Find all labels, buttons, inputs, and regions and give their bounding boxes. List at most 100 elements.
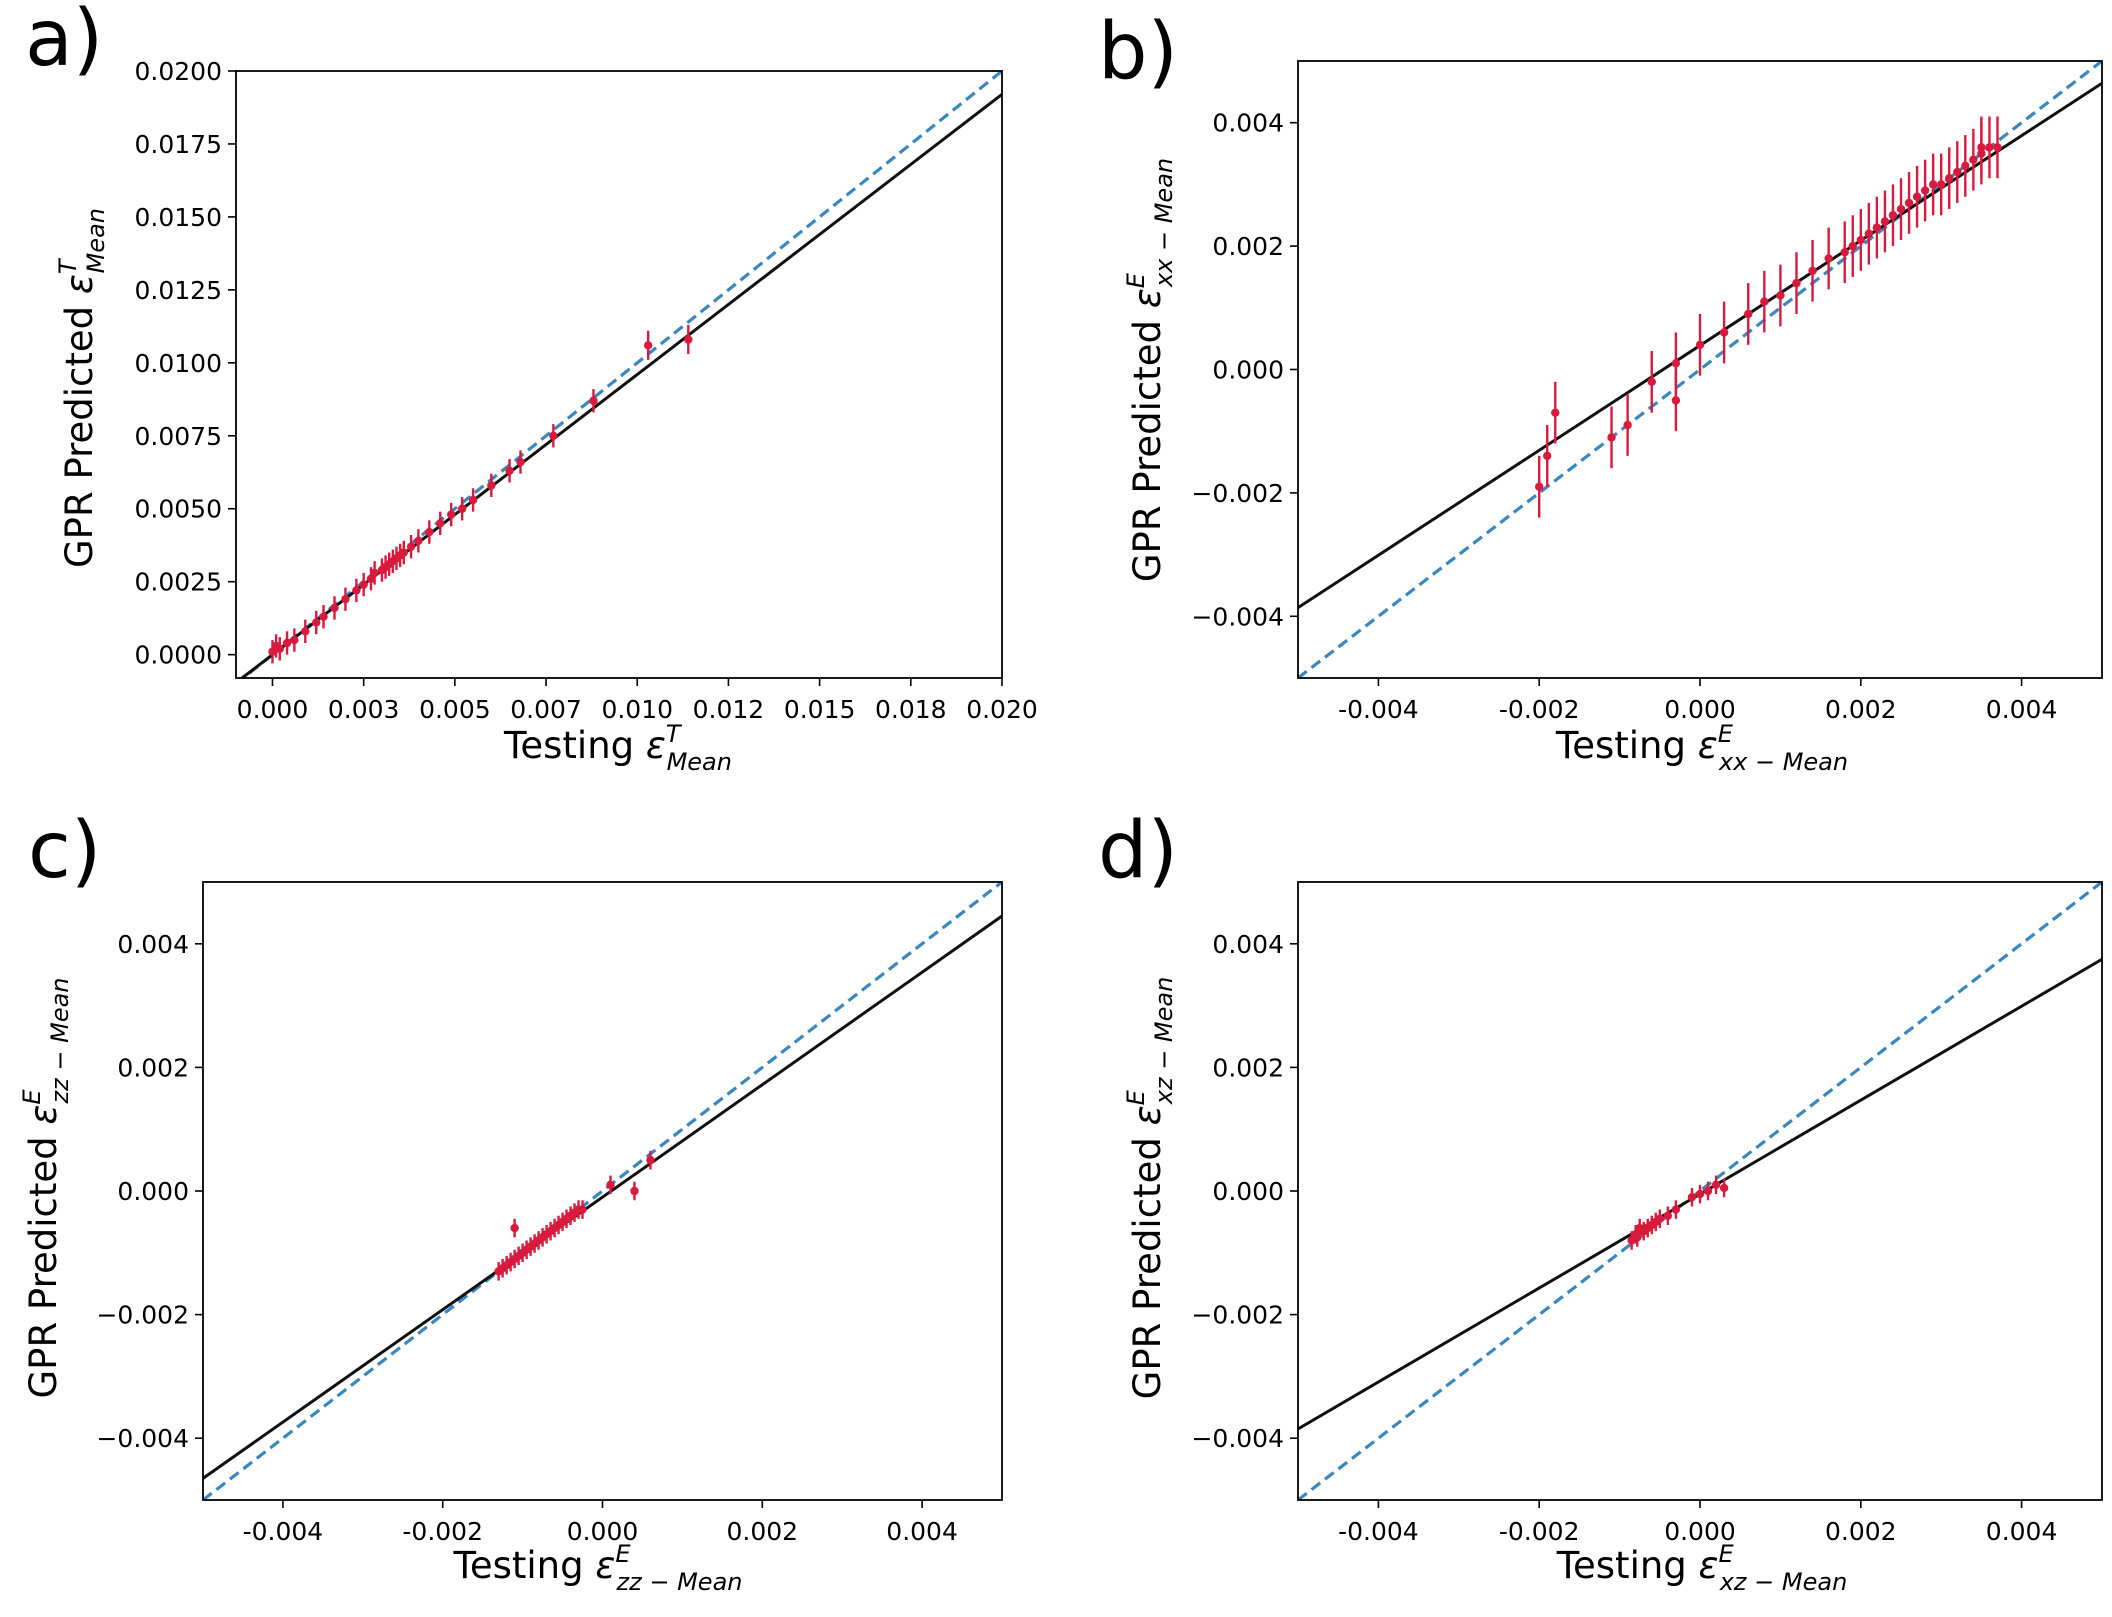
data-point-d <box>1655 1209 1665 1229</box>
point-marker-b <box>1888 211 1898 220</box>
identity-line-c <box>203 882 1002 1500</box>
data-point-b <box>1824 227 1833 290</box>
point-marker-a <box>414 536 423 546</box>
point-marker-a <box>436 519 445 528</box>
data-point-b <box>1695 313 1705 376</box>
point-marker-d <box>1671 1205 1681 1214</box>
plot-area-d: -0.004 -0.002 0.000 0.002 0.004 −0.004 −0.002 0… <box>1191 881 2103 1546</box>
x-tick-label-d: 0.002 <box>1825 1517 1897 1546</box>
point-marker-c <box>646 1155 655 1165</box>
y-tick-label-b: −0.002 <box>1191 479 1284 508</box>
y-axis-label-a: GPR Predicted εTMean <box>54 208 110 568</box>
x-tick-label-a: 0.010 <box>601 695 673 724</box>
data-point-b <box>1776 264 1785 327</box>
data-point-a <box>290 628 299 652</box>
point-marker-a <box>447 510 456 519</box>
data-point-b <box>1920 159 1930 222</box>
x-tick-label-a: 0.000 <box>237 695 309 724</box>
point-marker-b <box>1880 217 1890 226</box>
data-point-b <box>1912 165 1922 228</box>
data-point-b <box>1864 202 1874 265</box>
data-point-b <box>1808 239 1817 302</box>
fit-line-a <box>239 93 1002 678</box>
point-marker-b <box>1744 309 1753 319</box>
data-point-d <box>1663 1206 1673 1225</box>
x-axis-label-a: Testing εT Mean <box>503 720 732 776</box>
point-marker-a <box>589 396 598 405</box>
data-point-b <box>1945 147 1954 210</box>
x-axis-label-c: Testing εE zz − Mean <box>453 1540 743 1596</box>
data-point-b <box>1985 116 1994 179</box>
point-marker-a <box>330 603 339 613</box>
data-point-a <box>370 561 379 585</box>
data-point-b <box>1671 369 1681 432</box>
point-marker-b <box>1953 167 1962 177</box>
y-tick-label-a: 0.0075 <box>135 422 222 451</box>
data-point-a <box>414 529 423 553</box>
y-tick-label-c: 0.002 <box>117 1053 189 1082</box>
panel-c: c) -0.004 -0.002 0.000 0.002 0.004 −0.004 −0.0… <box>18 806 1003 1596</box>
point-marker-b <box>1937 180 1946 189</box>
point-marker-a <box>425 527 434 537</box>
data-point-b <box>1848 215 1857 277</box>
x-tick-label-d: 0.000 <box>1664 1517 1736 1546</box>
data-point-b <box>1840 221 1849 284</box>
panel-label-c: c) <box>28 806 101 896</box>
point-marker-b <box>1928 180 1938 189</box>
point-marker-a <box>468 495 478 505</box>
y-tick-label-a: 0.0175 <box>135 130 222 159</box>
point-marker-b <box>1535 482 1544 491</box>
point-marker-a <box>319 612 328 621</box>
data-point-a <box>643 330 653 360</box>
data-point-a <box>330 596 339 620</box>
point-marker-b <box>1864 229 1874 238</box>
data-point-b <box>1760 270 1769 333</box>
plot-area-b: -0.004 -0.002 0.000 0.002 0.004 −0.004 −0.002 0… <box>1191 60 2103 724</box>
data-point-d <box>1695 1184 1705 1204</box>
plot-area-a: 0.000 0.003 0.005 0.007 0.010 0.012 0.015 0.018… <box>135 57 1038 724</box>
data-point-a <box>301 619 310 643</box>
identity-line-a <box>240 71 1002 678</box>
y-tick-label-a: 0.0150 <box>135 203 222 232</box>
point-marker-d <box>1719 1183 1729 1193</box>
data-point-b <box>1896 178 1906 240</box>
data-point-c <box>630 1181 639 1201</box>
data-point-a <box>341 587 350 611</box>
data-point-a <box>352 578 361 603</box>
point-marker-b <box>1808 266 1817 275</box>
data-point-d <box>1687 1187 1697 1207</box>
point-marker-d <box>1695 1189 1705 1199</box>
point-marker-d <box>1711 1180 1721 1190</box>
point-marker-a <box>505 466 514 476</box>
panel-label-d: d) <box>1098 806 1178 896</box>
x-tick-label-c: -0.004 <box>243 1517 324 1546</box>
fit-line-c <box>203 914 1002 1480</box>
y-tick-label-c: −0.004 <box>96 1424 189 1453</box>
x-tick-label-a: 0.005 <box>419 695 491 724</box>
panel-b: b) -0.004 -0.002 0.000 0.002 0.004 −0.004 −0.0… <box>1098 7 2103 776</box>
point-marker-b <box>1912 192 1922 201</box>
data-point-a <box>487 473 496 498</box>
point-marker-a <box>290 635 299 645</box>
y-axis-label-b: GPR Predicted εExx − Mean <box>1122 158 1178 582</box>
point-marker-a <box>341 595 350 604</box>
x-tick-label-d: -0.004 <box>1338 1517 1419 1546</box>
x-tick-label-b: 0.002 <box>1825 695 1897 724</box>
data-point-a <box>589 389 598 413</box>
y-tick-label-a: 0.0125 <box>135 276 222 305</box>
point-marker-b <box>1792 278 1801 288</box>
y-tick-label-b: −0.004 <box>1191 602 1284 631</box>
data-point-b <box>1792 252 1801 314</box>
y-tick-label-d: −0.002 <box>1191 1301 1284 1330</box>
point-marker-d <box>1703 1186 1713 1196</box>
point-marker-a <box>406 542 416 551</box>
y-tick-label-c: 0.004 <box>117 930 189 959</box>
data-point-a <box>399 540 408 565</box>
point-marker-b <box>1896 204 1906 214</box>
data-point-b <box>1551 381 1560 444</box>
data-point-a <box>282 631 292 655</box>
point-marker-a <box>684 335 693 344</box>
data-point-a <box>319 605 328 629</box>
data-point-a <box>684 324 693 355</box>
x-tick-label-a: 0.018 <box>875 695 947 724</box>
